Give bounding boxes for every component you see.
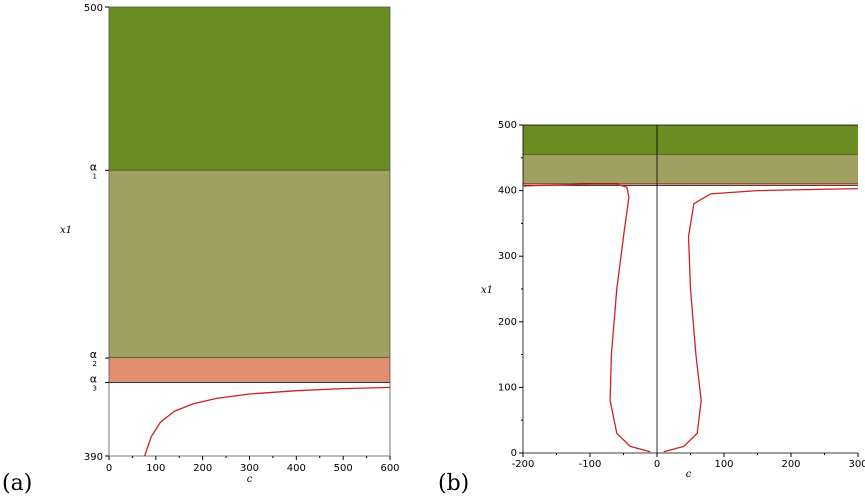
region-b-0 (523, 125, 858, 155)
curve-b-0 (522, 183, 651, 453)
y-tick-label-b: 300 (498, 251, 517, 262)
y-tick-label-b: 100 (498, 382, 517, 393)
x-tick-label-a: 500 (334, 463, 353, 474)
region-a-0 (109, 7, 390, 171)
x-axis-label-b: c (686, 469, 692, 480)
y-tick-label-b: 0 (511, 448, 517, 459)
x-tick-label-b: 0 (654, 459, 660, 470)
x-tick-label-b: -100 (579, 459, 602, 470)
panel-label-a: (a) (2, 471, 32, 496)
x-tick-label-b: 200 (781, 459, 800, 470)
curve-b-1 (663, 187, 859, 453)
x-axis-label-a: c (247, 474, 253, 485)
x-tick-label-a: 400 (287, 463, 306, 474)
y-axis-label-a: x1 (60, 225, 72, 236)
alpha-tick-symbol: α (90, 348, 97, 361)
region-a-1 (109, 170, 390, 359)
alpha-tick-symbol: α (90, 160, 97, 173)
x-tick-label-b: 300 (848, 459, 865, 470)
x-tick-label-a: 100 (146, 463, 165, 474)
curve-a-0 (143, 386, 391, 457)
alpha-tick-subscript: 3 (93, 385, 97, 393)
y-tick-label-b: 400 (498, 186, 517, 197)
panel-b: -200 -100 0 100 200 300 0 100 200 300 400 500 c x1 (b) (438, 120, 865, 496)
region-b-1 (523, 154, 858, 184)
region-b-2 (523, 183, 858, 186)
x-tick-label-a: 600 (380, 463, 399, 474)
x-tick-label-a: 0 (106, 463, 112, 474)
y-axis-label-b: x1 (481, 285, 493, 296)
y-tick-label-b: 200 (498, 317, 517, 328)
x-tick-label-a: 200 (193, 463, 212, 474)
region-a-2 (109, 358, 390, 383)
y-tick-label-b: 500 (498, 120, 517, 131)
y-tick-label-a: 390 (84, 452, 103, 463)
alpha-tick-symbol: α (90, 373, 97, 386)
x-tick-label-b: -200 (512, 459, 535, 470)
alpha-tick-subscript: 2 (93, 360, 97, 368)
x-tick-label-a: 300 (240, 463, 259, 474)
panel-label-b: (b) (438, 471, 469, 496)
y-tick-label-a: 500 (84, 3, 103, 14)
alpha-tick-subscript: 1 (93, 172, 97, 180)
x-tick-label-b: 100 (714, 459, 733, 470)
